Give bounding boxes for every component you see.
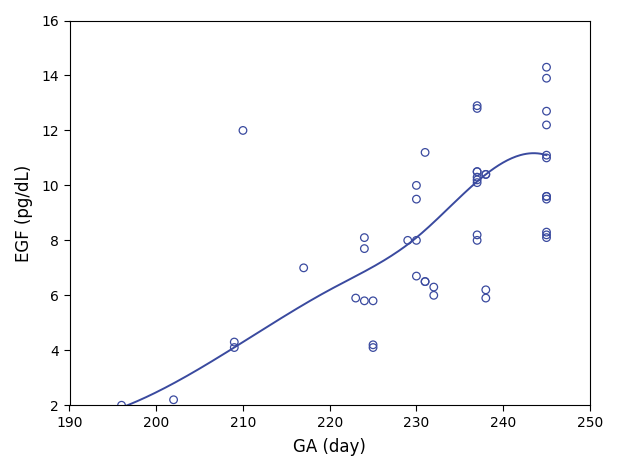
Point [541, 121, 551, 129]
Point [472, 168, 482, 175]
Point [229, 344, 239, 351]
Point [541, 231, 551, 239]
Point [412, 195, 421, 203]
Point [472, 173, 482, 181]
Point [351, 294, 361, 302]
X-axis label: GA (day): GA (day) [294, 438, 366, 456]
Point [541, 154, 551, 162]
Point [238, 127, 248, 134]
Point [117, 401, 127, 409]
Point [472, 105, 482, 112]
Point [481, 171, 491, 178]
Point [412, 236, 421, 244]
Point [169, 396, 179, 404]
Point [360, 245, 370, 252]
Point [298, 264, 308, 272]
Point [360, 234, 370, 241]
Point [481, 294, 491, 302]
Point [541, 107, 551, 115]
Point [403, 236, 413, 244]
Point [541, 151, 551, 159]
Point [472, 176, 482, 184]
Point [368, 341, 378, 349]
Point [472, 102, 482, 109]
Point [368, 344, 378, 351]
Y-axis label: EGF (pg/dL): EGF (pg/dL) [15, 164, 33, 261]
Point [472, 168, 482, 175]
Point [481, 171, 491, 178]
Point [541, 74, 551, 82]
Point [360, 297, 370, 305]
Point [481, 286, 491, 293]
Point [541, 193, 551, 200]
Point [472, 231, 482, 239]
Point [541, 193, 551, 200]
Point [412, 272, 421, 280]
Point [420, 278, 430, 285]
Point [420, 149, 430, 156]
Point [429, 284, 439, 291]
Point [472, 236, 482, 244]
Point [541, 64, 551, 71]
Point [412, 182, 421, 189]
Point [472, 179, 482, 187]
Point [541, 228, 551, 236]
Point [368, 297, 378, 305]
Point [541, 195, 551, 203]
Point [541, 234, 551, 241]
Point [229, 338, 239, 346]
Point [429, 292, 439, 299]
Point [420, 278, 430, 285]
